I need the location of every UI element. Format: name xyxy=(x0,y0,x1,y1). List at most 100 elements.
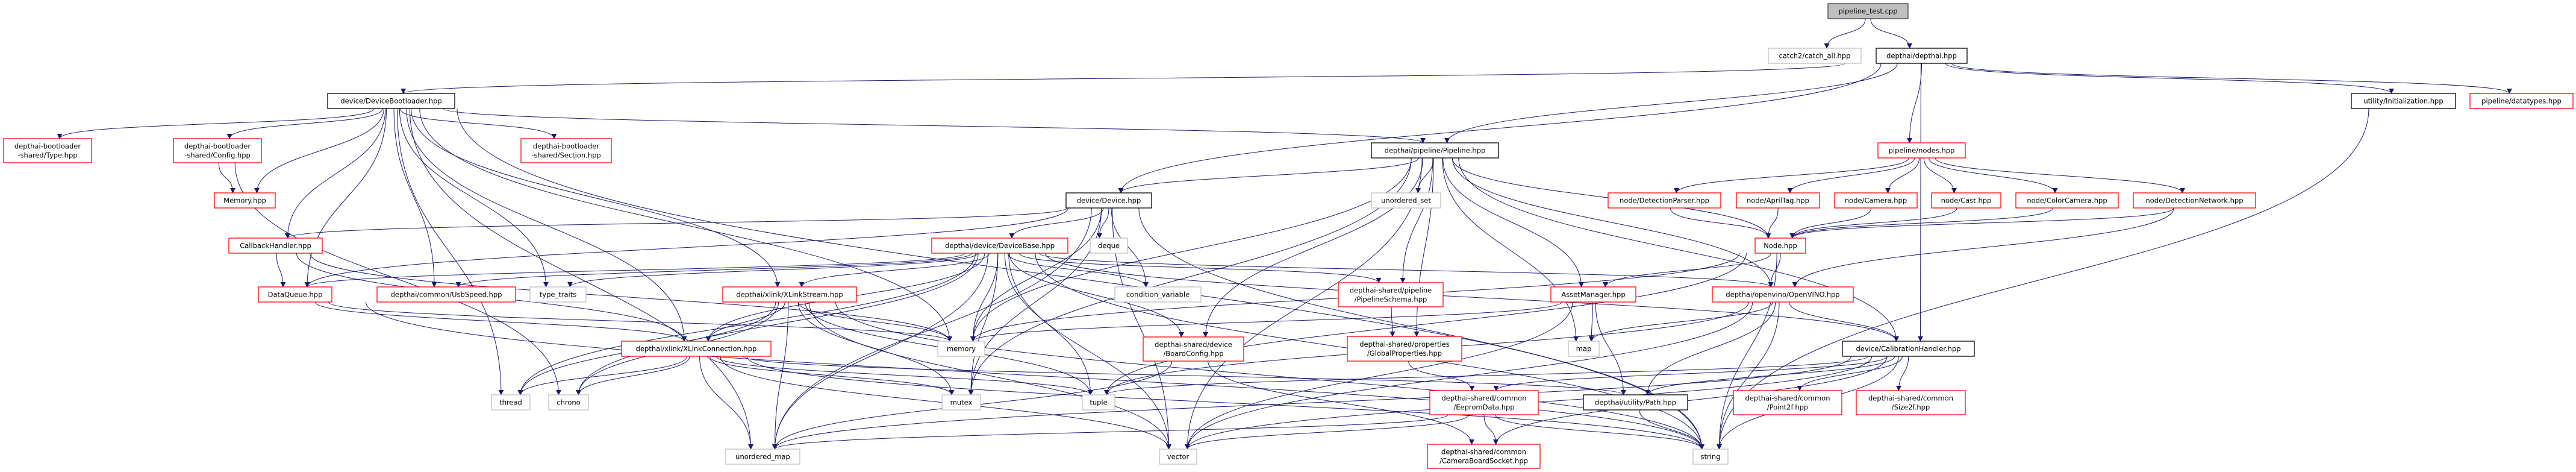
edge-devicebase-to-schema xyxy=(1018,253,1382,283)
node-initialization[interactable]: utility/Initialization.hpp xyxy=(2351,93,2456,109)
node-size2f[interactable]: depthai-shared/common/Size2f.hpp xyxy=(1856,390,1966,415)
node-bl_config[interactable]: depthai-bootloader-shared/Config.hpp xyxy=(173,138,262,163)
edge-xlinkconn-to-thread xyxy=(517,356,688,395)
edge-boardconfig-to-camsocket xyxy=(1208,360,1474,445)
node-bl_section[interactable]: depthai-bootloader-shared/Section.hpp xyxy=(520,138,612,163)
node-box xyxy=(2469,93,2574,109)
edge-devicebase-to-condvar xyxy=(1007,253,1149,288)
edge-depthai-to-pipeline xyxy=(1444,63,1898,143)
node-box xyxy=(228,238,323,254)
edge-openvino-to-vector xyxy=(1185,301,1753,450)
node-cast[interactable]: node/Cast.hpp xyxy=(1931,192,2001,209)
node-chrono: chrono xyxy=(548,394,589,411)
edge-bootloader-to-bl_config xyxy=(226,108,383,139)
node-box xyxy=(376,286,516,303)
edge-nodes-to-apriltag xyxy=(1787,157,1915,194)
node-box xyxy=(621,341,772,357)
node-xlinkstream[interactable]: depthai/xlink/XLinkStream.hpp xyxy=(722,286,857,303)
node-label: /CameraBoardSocket.hpp xyxy=(1439,457,1528,465)
node-label: /Point2f.hpp xyxy=(1767,403,1809,412)
node-label: depthai-bootloader xyxy=(14,142,81,151)
node-globalprops[interactable]: depthai-shared/properties/GlobalProperti… xyxy=(1347,336,1462,362)
edge-devicebase-to-mutex xyxy=(968,253,999,395)
node-eeprom[interactable]: depthai-shared/common/EepromData.hpp xyxy=(1429,390,1539,415)
node-root[interactable]: pipeline_test.cpp xyxy=(1827,3,1909,19)
node-devicebase[interactable]: depthai/device/DeviceBase.hpp xyxy=(931,238,1068,254)
node-box xyxy=(2351,93,2456,109)
node-box xyxy=(1692,448,1729,465)
edge-assetmgr-to-memory xyxy=(970,301,1562,342)
node-box xyxy=(1754,238,1806,254)
node-label: /BoardConfig.hpp xyxy=(1163,350,1223,358)
node-box xyxy=(1371,142,1499,159)
node-assetmgr[interactable]: AssetManager.hpp xyxy=(1550,286,1636,303)
node-detparser[interactable]: node/DetectionParser.hpp xyxy=(1608,192,1721,209)
node-node[interactable]: Node.hpp xyxy=(1754,238,1806,254)
node-box xyxy=(1583,394,1688,411)
edge-openvino-to-string xyxy=(1717,301,1780,450)
node-openvino[interactable]: depthai/openvino/OpenVINO.hpp xyxy=(1712,286,1854,303)
node-box xyxy=(3,138,92,163)
node-label: vector xyxy=(1167,453,1190,461)
edge-dataqueue-to-memory xyxy=(328,301,952,342)
node-camsocket[interactable]: depthai-shared/common/CameraBoardSocket.… xyxy=(1427,444,1541,469)
edge-cast-to-node xyxy=(1789,207,1957,239)
node-dataqueue[interactable]: DataQueue.hpp xyxy=(258,286,332,303)
edge-openvino-to-path xyxy=(1645,301,1776,395)
edge-pipeline-to-boardconfig xyxy=(1203,157,1423,338)
node-depthai[interactable]: depthai/depthai.hpp xyxy=(1876,48,1968,64)
node-xlinkconn[interactable]: depthai/xlink/XLinkConnection.hpp xyxy=(621,341,772,357)
node-label: node/DetectionNetwork.hpp xyxy=(2146,197,2244,205)
node-apriltag[interactable]: node/AprilTag.hpp xyxy=(1736,192,1820,209)
node-pipeline[interactable]: depthai/pipeline/Pipeline.hpp xyxy=(1371,142,1499,159)
node-label: depthai/xlink/XLinkConnection.hpp xyxy=(636,345,757,353)
node-schema[interactable]: depthai-shared/pipeline/PipelineSchema.h… xyxy=(1338,282,1444,307)
node-point2f[interactable]: depthai-shared/common/Point2f.hpp xyxy=(1733,390,1842,415)
node-calib[interactable]: device/CalibrationHandler.hpp xyxy=(1842,341,1975,357)
node-label: condition_variable xyxy=(1126,291,1190,299)
edge-openvino-to-map xyxy=(1588,301,1773,342)
node-box xyxy=(2015,192,2119,209)
node-label: /Size2f.hpp xyxy=(1892,403,1930,412)
node-memory_hpp[interactable]: Memory.hpp xyxy=(214,192,276,209)
node-box xyxy=(931,238,1068,254)
node-callback[interactable]: CallbackHandler.hpp xyxy=(228,238,323,254)
node-usbspeed[interactable]: depthai/common/UsbSpeed.hpp xyxy=(376,286,516,303)
edge-root-to-catch xyxy=(1824,18,1866,49)
node-path[interactable]: depthai/utility/Path.hpp xyxy=(1583,394,1688,411)
edge-bootloader-to-callback xyxy=(285,108,386,239)
node-label: depthai/xlink/XLinkStream.hpp xyxy=(736,291,843,299)
edge-nodes-to-camera xyxy=(1885,157,1920,194)
node-detnetwork[interactable]: node/DetectionNetwork.hpp xyxy=(2133,192,2256,209)
edge-bootloader-to-usbspeed xyxy=(393,108,437,288)
edge-detnetwork-to-node xyxy=(1789,207,2174,239)
node-bootloader[interactable]: device/DeviceBootloader.hpp xyxy=(327,93,455,109)
node-label: Node.hpp xyxy=(1764,242,1797,250)
node-nodes[interactable]: pipeline/nodes.hpp xyxy=(1877,142,1966,159)
edge-assetmgr-to-path xyxy=(1595,301,1626,395)
edge-xlinkconn-to-string xyxy=(746,356,1704,450)
edge-bootloader-to-memory_hpp xyxy=(254,108,384,194)
node-label: depthai-shared/device xyxy=(1155,341,1232,349)
node-deque: deque xyxy=(1090,238,1128,254)
edge-camera-to-node xyxy=(1789,207,1872,239)
node-colorcamera[interactable]: node/ColorCamera.hpp xyxy=(2015,192,2119,209)
node-label: node/Cast.hpp xyxy=(1941,197,1992,205)
node-box xyxy=(529,286,587,303)
node-device[interactable]: device/Device.hpp xyxy=(1065,192,1152,209)
edge-callback-to-memory xyxy=(309,253,952,342)
node-label: depthai-shared/common xyxy=(1868,394,1953,403)
edge-nodes-to-detnetwork xyxy=(1935,157,2185,194)
node-datatypes[interactable]: pipeline/datatypes.hpp xyxy=(2469,93,2574,109)
edge-devicebase-to-calib xyxy=(1044,253,1899,342)
node-tuple: tuple xyxy=(1082,394,1115,411)
node-bl_type[interactable]: depthai-bootloader-shared/Type.hpp xyxy=(3,138,92,163)
node-label: pipeline_test.cpp xyxy=(1838,7,1897,16)
node-catch: catch2/catch_all.hpp xyxy=(1768,48,1862,64)
edge-calib-to-eeprom xyxy=(1493,356,1888,391)
node-box xyxy=(520,138,612,163)
node-box xyxy=(491,394,531,411)
edge-node-to-string xyxy=(1717,253,1777,450)
node-boardconfig[interactable]: depthai-shared/device/BoardConfig.hpp xyxy=(1143,336,1244,362)
node-camera[interactable]: node/Camera.hpp xyxy=(1834,192,1918,209)
